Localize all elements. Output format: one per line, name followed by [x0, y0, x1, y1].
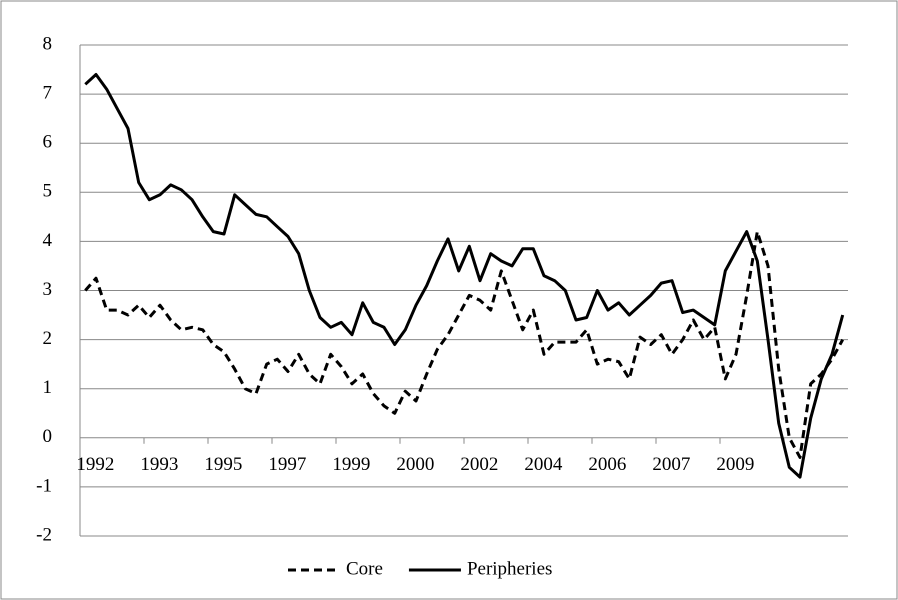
y-tick-label: -1: [36, 475, 52, 496]
x-tick-label: 2007: [652, 454, 690, 475]
x-tick-label: 1993: [140, 454, 178, 475]
legend-label: Core: [346, 558, 383, 579]
y-tick-label: 2: [43, 328, 53, 349]
x-tick-label: 2002: [460, 454, 498, 475]
y-tick-label: 8: [43, 33, 53, 54]
x-tick-label: 1997: [268, 454, 306, 475]
x-tick-label: 1995: [204, 454, 242, 475]
legend-label: Peripheries: [467, 558, 552, 579]
y-tick-label: 5: [43, 181, 53, 202]
series-line: [84, 230, 845, 459]
y-tick-label: 1: [43, 377, 53, 398]
x-tick-label: 2000: [396, 454, 434, 475]
series-line: [84, 73, 845, 479]
x-tick-label: 2009: [716, 454, 754, 475]
y-tick-label: 7: [43, 82, 53, 103]
x-tick-label: 1992: [76, 454, 114, 475]
x-tick-label: 1999: [332, 454, 370, 475]
x-tick-label: 2004: [524, 454, 563, 475]
x-tick-label: 2006: [588, 454, 626, 475]
y-tick-label: 0: [43, 426, 53, 447]
y-tick-label: -2: [36, 524, 52, 545]
y-tick-label: 3: [43, 279, 53, 300]
y-tick-label: 6: [43, 132, 53, 153]
y-tick-label: 4: [43, 230, 53, 251]
